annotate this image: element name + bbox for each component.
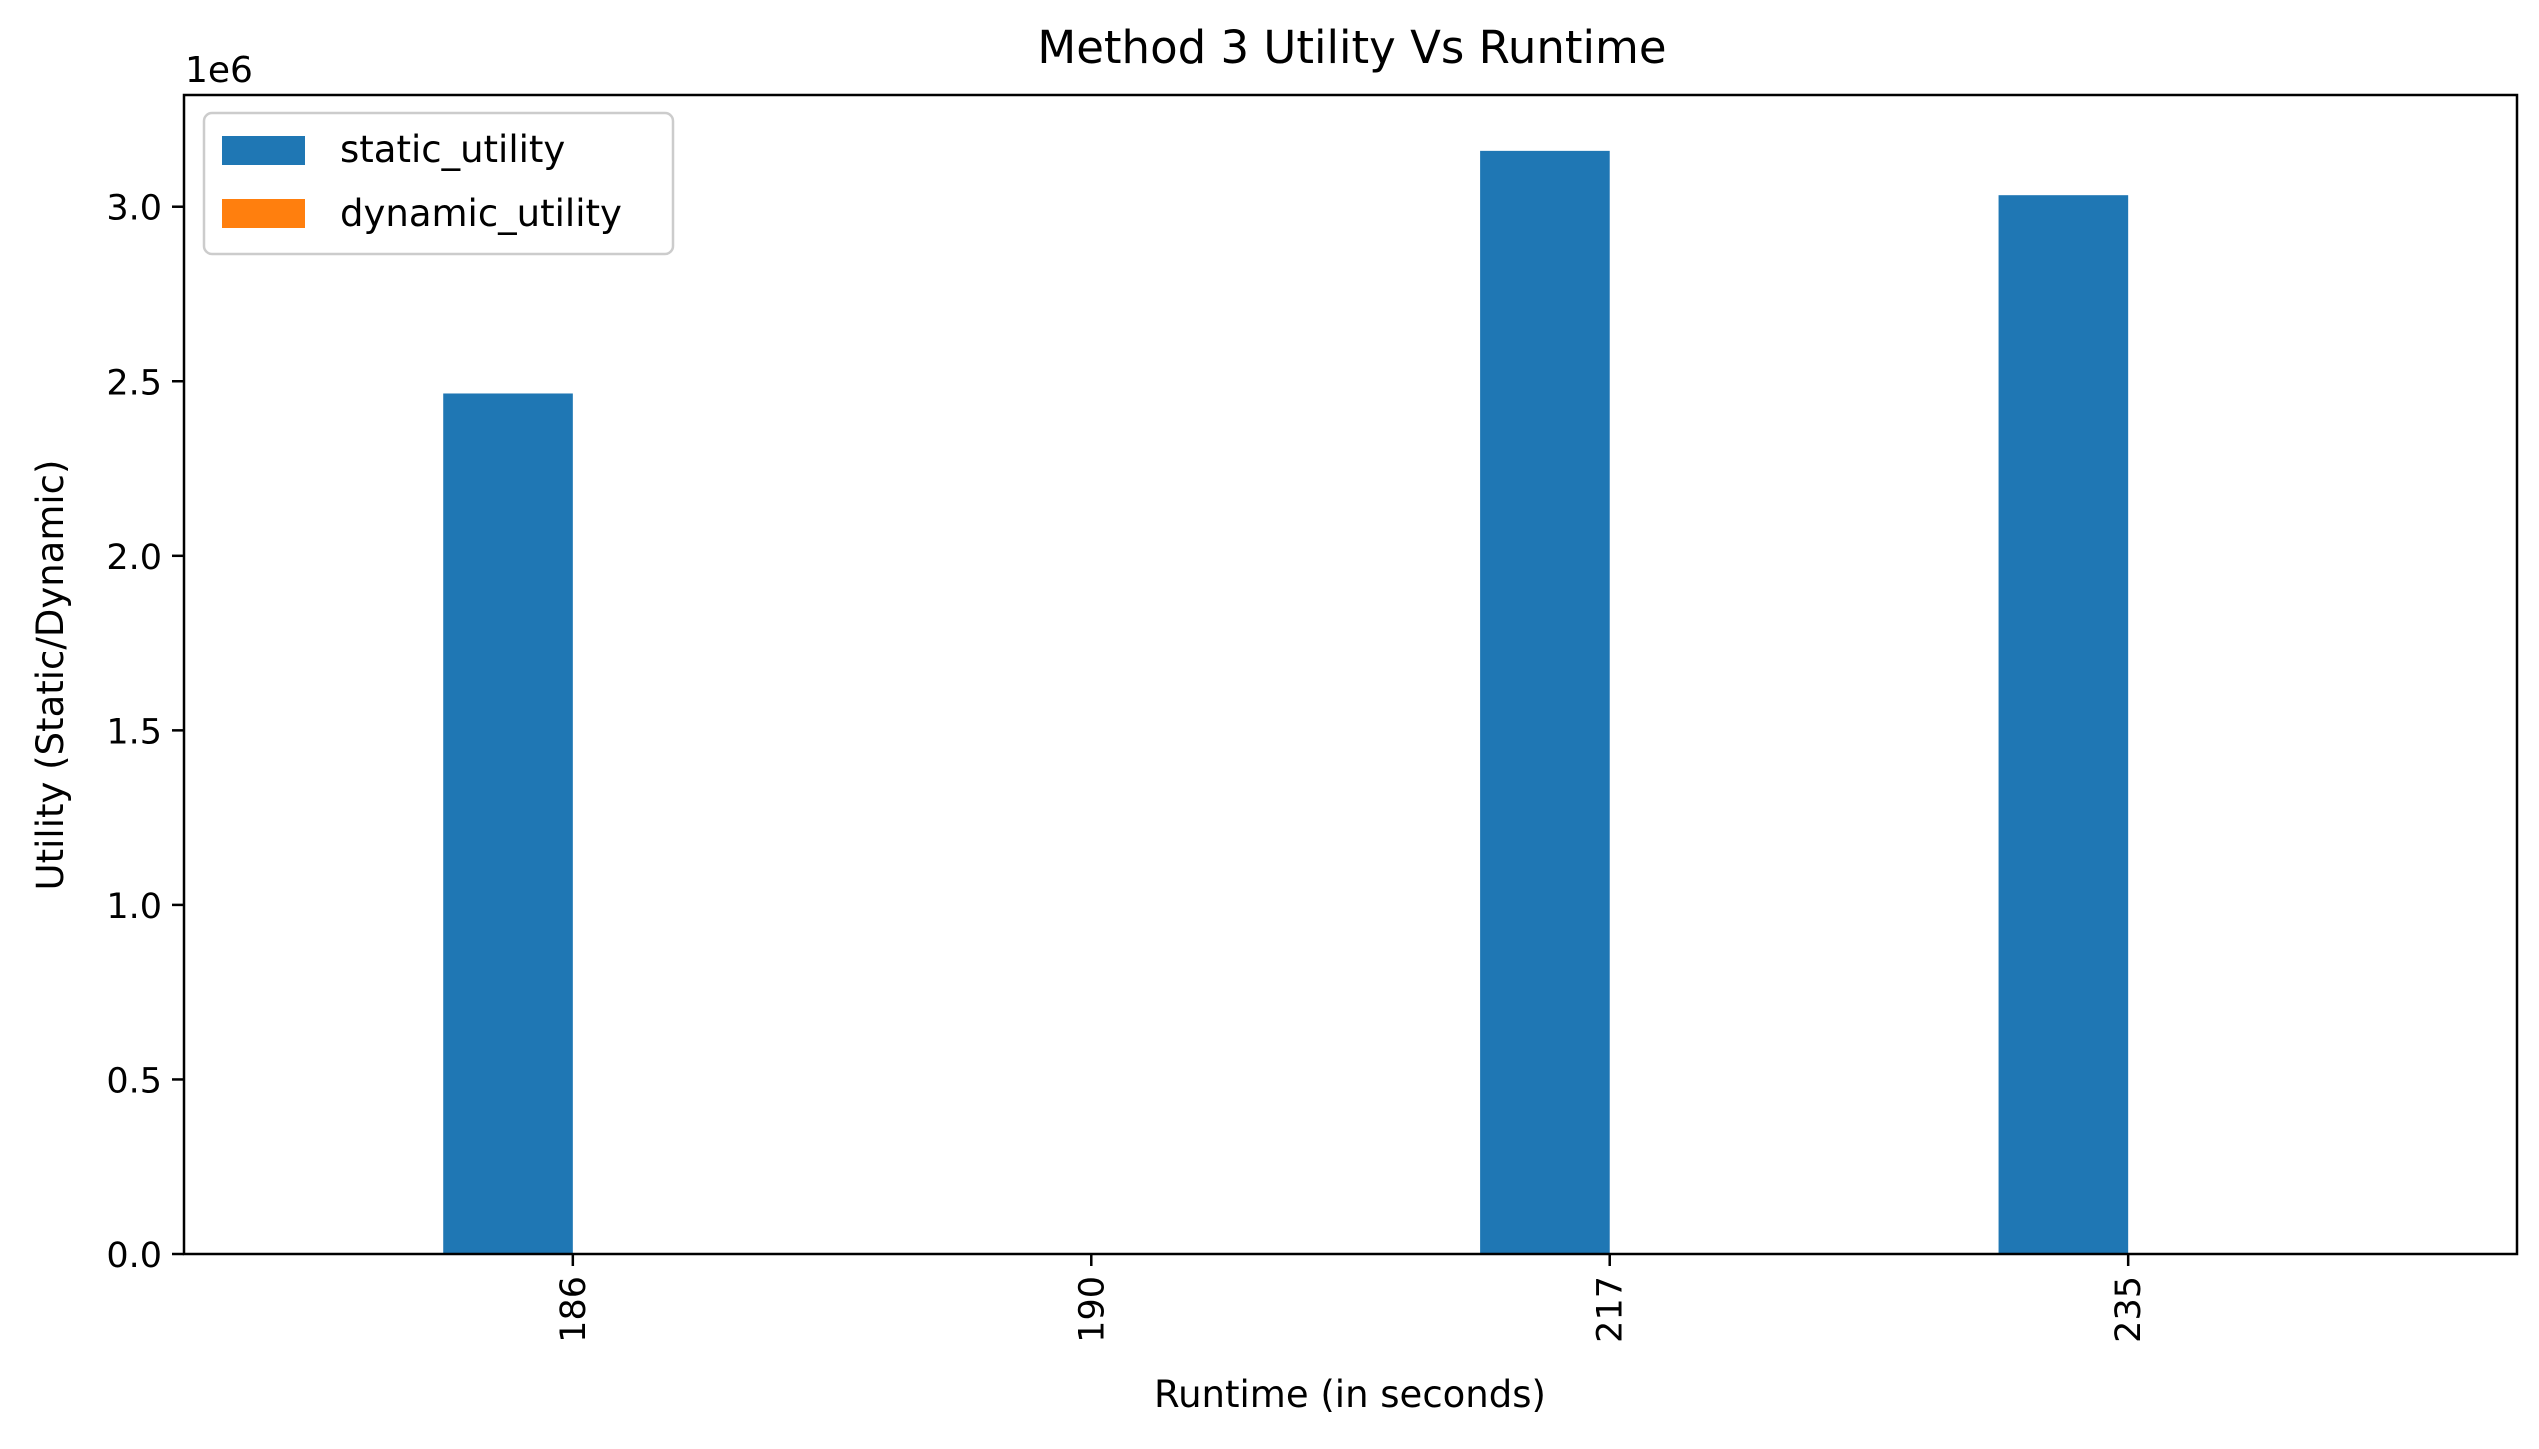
chart-title: Method 3 Utility Vs Runtime (1037, 21, 1666, 74)
bar-static-utility-186 (443, 393, 573, 1255)
y-axis-label: Utility (Static/Dynamic) (29, 460, 72, 891)
y-tick-label: 2.0 (106, 538, 162, 578)
y-tick-label: 1.0 (106, 887, 162, 927)
y-tick-label: 0.5 (106, 1061, 162, 1101)
legend-swatch-static-utility (222, 136, 305, 165)
x-axis-label: Runtime (in seconds) (1154, 1373, 1546, 1416)
x-tick-label: 235 (2109, 1276, 2149, 1343)
y-axis-offset-label: 1e6 (185, 50, 253, 91)
bar-static-utility-235 (1998, 195, 2129, 1255)
bars-layer (443, 150, 2129, 1255)
legend-box (202, 111, 675, 256)
legend-swatch-dynamic-utility (222, 199, 305, 228)
x-tick-label: 186 (554, 1276, 594, 1343)
legend: static_utility dynamic_utility (202, 111, 675, 256)
legend-label-static-utility: static_utility (340, 128, 565, 171)
y-tick-label: 0.0 (106, 1236, 162, 1276)
x-tick-label: 217 (1591, 1276, 1631, 1343)
bar-static-utility-217 (1480, 150, 1610, 1255)
y-tick-label: 3.0 (106, 189, 162, 229)
y-tick-label: 2.5 (106, 363, 162, 403)
x-tick-label: 190 (1072, 1276, 1112, 1343)
y-tick-label: 1.5 (106, 712, 162, 752)
plot-frame (182, 93, 2519, 1256)
x-axis-ticks: 186 190 217 235 (554, 1254, 2149, 1343)
y-axis-ticks: 0.0 0.5 1.0 1.5 2.0 2.5 3.0 (106, 189, 184, 1276)
legend-label-dynamic-utility: dynamic_utility (340, 192, 622, 235)
